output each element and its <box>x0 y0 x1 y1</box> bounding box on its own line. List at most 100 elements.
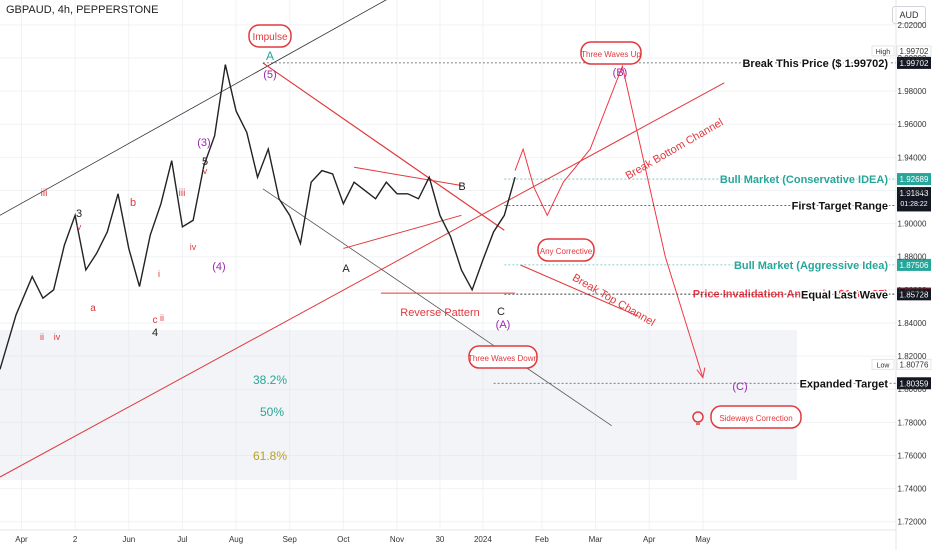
fib-label: 50% <box>260 405 284 419</box>
x-tick-label: Apr <box>643 535 656 544</box>
wave-label: (B) <box>613 67 628 79</box>
y-tick-label: 1.82000 <box>898 352 927 361</box>
annotations: Break Bottom Channel Break Top Channel Rev… <box>400 117 725 329</box>
wave-label: iii <box>41 188 48 199</box>
price-tag-bg <box>896 358 932 370</box>
wave-label: (3) <box>197 137 210 149</box>
y-tick-label: 1.94000 <box>898 153 927 162</box>
y-tick-label: 1.90000 <box>898 220 927 229</box>
y-axis: 1.72000 1.74000 1.76000 1.78000 1.80000 1.820… <box>895 0 927 550</box>
level-label: Price Invalidation Analysis ($1.85787) <box>693 288 889 300</box>
levels: Break This Price ($ 1.99702) 1.99702 Bull … <box>262 45 932 392</box>
price-series-line <box>0 64 516 370</box>
top-channel-line <box>262 62 505 231</box>
lower-channel-line <box>0 82 725 478</box>
x-tick-label: 2024 <box>474 535 492 544</box>
fib-label: 61.8% <box>253 449 287 463</box>
x-tick-label: Jul <box>177 535 187 544</box>
projection-arrowhead <box>696 367 706 379</box>
level-tag: 1.80359 <box>900 379 929 388</box>
current-price-bg <box>897 187 931 210</box>
price-tag-value: 1.99702 <box>900 47 929 56</box>
x-tick-label: May <box>695 535 710 544</box>
x-tick-label: Mar <box>589 535 603 544</box>
projection-path <box>514 64 704 378</box>
level-tag-bg <box>897 258 931 271</box>
price-tag-value: 1.80776 <box>900 360 929 369</box>
price-tag-label: High <box>876 49 891 56</box>
wave-label: iv <box>190 242 197 252</box>
wave-label: 5 <box>202 156 208 168</box>
wave-label: (A) <box>496 319 511 331</box>
y-tick-label: 1.96000 <box>898 120 927 129</box>
y-tick-label: 1.72000 <box>898 518 927 527</box>
wave-label: A <box>266 49 274 63</box>
annotation-text: Break Bottom Channel <box>624 117 726 183</box>
fib-levels: 38.2% 50% 61.8% <box>253 373 287 463</box>
wave-label: v <box>77 222 82 232</box>
fib-zone-band <box>0 330 797 480</box>
x-tick-label: Jun <box>122 535 135 544</box>
callout-text: Sideways Correction <box>719 414 792 423</box>
x-tick-label: 30 <box>435 535 444 544</box>
wave-label: ii <box>40 332 44 342</box>
y-tick-label: 1.98000 <box>898 87 927 96</box>
price-layer <box>0 64 706 379</box>
wave-label: iv <box>54 332 61 342</box>
overlays <box>0 0 725 478</box>
callout-box <box>248 24 292 48</box>
callout-box <box>468 345 538 369</box>
current-price-value: 1.91843 <box>900 189 929 198</box>
wave-label: (4) <box>212 261 225 273</box>
y-tick-label: 1.76000 <box>898 451 927 460</box>
x-tick-label: Apr <box>15 535 28 544</box>
x-tick-label: Aug <box>229 535 243 544</box>
level-tag: 1.85728 <box>900 290 929 299</box>
x-axis: Apr 2 Jun Jul Aug Sep Oct Nov 30 2024 Feb Mar Apr May <box>0 529 896 544</box>
level-tag-bg <box>897 377 931 390</box>
y-tick-label: 1.78000 <box>898 418 927 427</box>
currency-button[interactable]: AUD <box>892 6 926 24</box>
callout-box <box>710 405 802 429</box>
y-tick-label: 1.84000 <box>898 319 927 328</box>
x-tick-label: Oct <box>337 535 350 544</box>
level-tag-bg <box>897 288 931 301</box>
level-label: First Target Range <box>792 200 888 212</box>
wave-label: (C) <box>732 381 747 393</box>
x-tick-label: Sep <box>283 535 298 544</box>
price-tag-label-bg <box>871 358 895 370</box>
wave-label: (5) <box>263 69 276 81</box>
y-tick-label: 1.86000 <box>898 286 927 295</box>
bottom-channel-line <box>262 188 612 426</box>
annotation-text: Break Top Channel <box>570 272 657 329</box>
level-label: Bull Market (Aggressive Idea) <box>734 260 888 272</box>
wave-label: c <box>153 315 158 326</box>
y-tick-label: 1.88000 <box>898 253 927 262</box>
level-label: Equal Last Wave <box>801 289 888 301</box>
wave-label: a <box>90 303 96 314</box>
x-tick-label: Nov <box>390 535 404 544</box>
callout-box <box>537 238 595 262</box>
wave-label: C <box>497 306 505 318</box>
triangle-bottom-line <box>343 214 462 249</box>
wave-label: i <box>158 269 160 279</box>
level-tag-bg <box>897 56 931 69</box>
price-tag-bg <box>896 45 932 57</box>
wave-label: 4 <box>152 327 158 339</box>
upper-channel-line <box>0 0 387 216</box>
countdown-timer: 01:28:22 <box>900 201 927 208</box>
fib-label: 38.2% <box>253 373 287 387</box>
y-tick-label: 1.92000 <box>898 186 927 195</box>
grid <box>0 0 896 530</box>
callout-text: Impulse <box>252 32 287 43</box>
callout-text: Three Waves Down <box>468 354 538 363</box>
wave-label: b <box>130 197 136 209</box>
y-tick-label: 1.80000 <box>898 385 927 394</box>
level-label: Expanded Target <box>800 378 889 390</box>
y-tick-label: 1.74000 <box>898 485 927 494</box>
level-label: Break This Price ($ 1.99702) <box>742 58 888 70</box>
wave-label: B <box>458 181 465 193</box>
price-tag-label-bg <box>871 45 895 57</box>
level-tag: 1.99702 <box>900 59 929 68</box>
